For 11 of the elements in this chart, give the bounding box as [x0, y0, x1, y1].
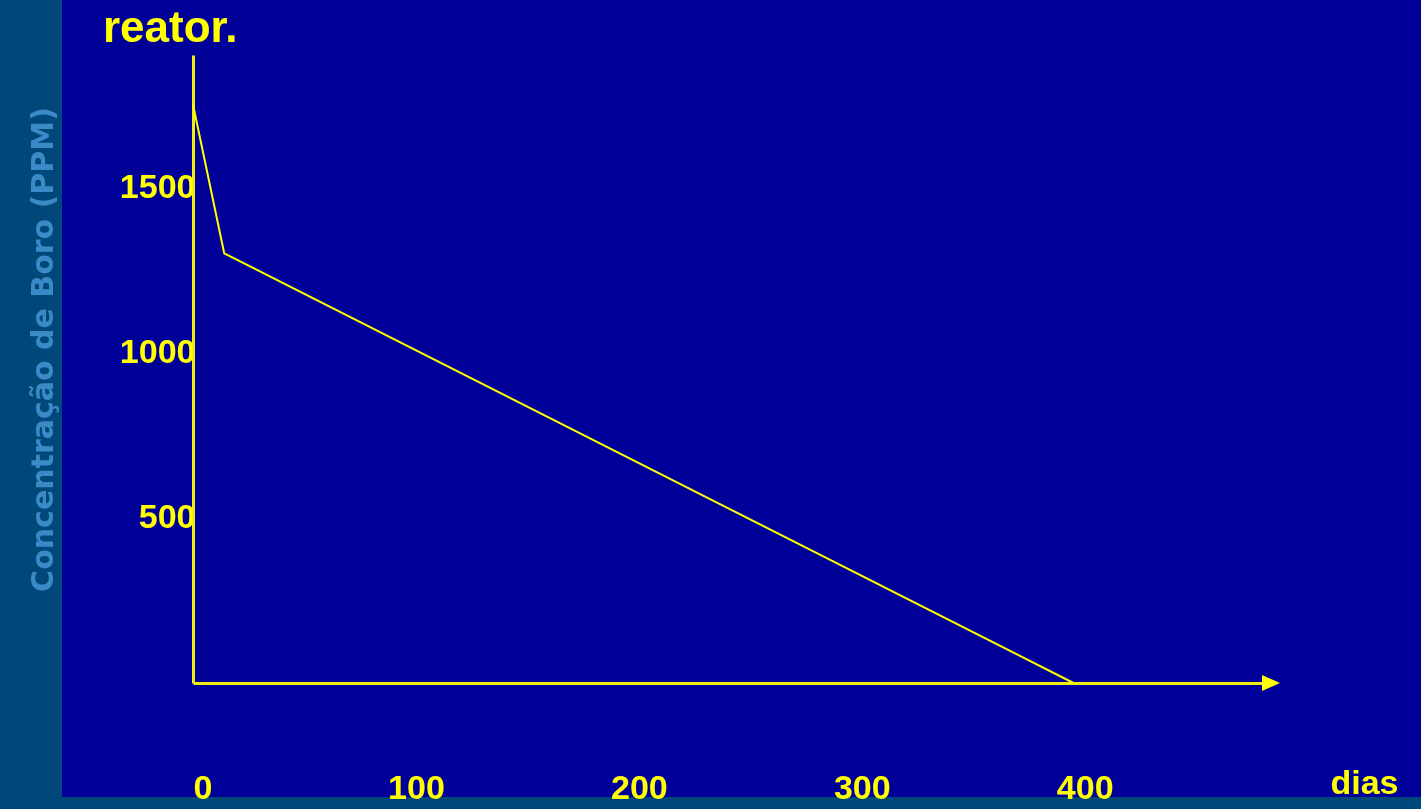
y-tick-label: 1500: [119, 166, 196, 205]
x-tick-label: 400: [1056, 767, 1114, 806]
x-axis-title: dias: [1330, 762, 1399, 801]
chart-title: reator.: [103, 2, 238, 51]
x-tick-label: 0: [193, 767, 213, 806]
x-tick-label: 300: [833, 767, 891, 806]
x-tick-label: 100: [388, 767, 445, 806]
y-tick-label: 500: [138, 497, 196, 536]
y-axis-title: Concentração de Boro (PPM): [24, 107, 60, 592]
x-tick-label: 200: [610, 767, 668, 806]
y-tick-label: 1000: [119, 331, 196, 370]
